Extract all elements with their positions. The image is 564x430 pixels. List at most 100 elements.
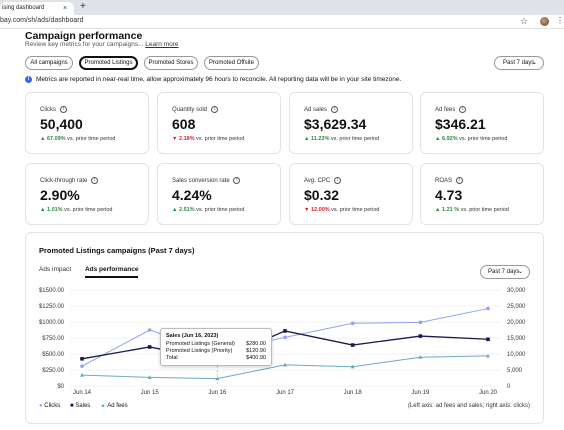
info-icon[interactable]: i (455, 177, 463, 184)
kpi-change: ▼ 2.18% vs. prior time period (172, 136, 245, 142)
y-left-tick-label: $1500.00 (39, 288, 65, 294)
tooltip-title: Sales (Jun 16, 2023) (166, 333, 219, 339)
kpi-value: 4.24% (172, 187, 212, 203)
data-point-clicks (418, 320, 423, 325)
chart-range-dropdown[interactable]: Past 7 days ⌄ (480, 265, 530, 279)
page-title: Campaign performance (25, 30, 143, 42)
tab-ads-impact[interactable]: Ads impact (39, 266, 72, 273)
x-tick-label: Jun 20 (479, 390, 498, 396)
legend-square-icon: ■ (69, 403, 74, 409)
data-point-sales (486, 337, 490, 342)
data-point-ad-fees (215, 376, 220, 381)
y-right-tick-label: 0 (507, 384, 511, 390)
data-point-ad-fees (418, 355, 423, 359)
arrow-up-icon: ▲ (435, 136, 442, 142)
info-icon[interactable]: i (459, 106, 467, 113)
data-point-clicks (350, 321, 355, 326)
chart-card (25, 232, 544, 424)
url-field[interactable]: bay.com/sh/ads/dashboard (0, 17, 84, 24)
kpi-change: ▲ 6.92% vs. prior time period (435, 136, 508, 142)
y-right-tick-label: 25,000 (507, 304, 526, 310)
data-point-sales (350, 343, 355, 347)
chevron-down-icon: ⌄ (517, 269, 523, 275)
data-point-clicks (80, 364, 84, 368)
chevron-down-icon: ⌄ (531, 60, 537, 66)
subtitle-text: Review key metrics for your campaigns... (25, 41, 144, 48)
info-icon[interactable]: i (91, 177, 99, 184)
kpi-label: Ad sales i (304, 106, 338, 113)
kpi-label: Ad fees i (435, 106, 467, 113)
filter-promoted-offsite[interactable]: Promoted Offsite (204, 56, 259, 70)
kpi-label: Click-through rate i (40, 177, 99, 184)
data-point-ad-fees (80, 372, 84, 377)
address-bar: bay.com/sh/ads/dashboard ☆ ⋮ (0, 15, 564, 29)
tooltip-row-value: $120.90 (246, 348, 266, 354)
kpi-value: 608 (172, 116, 196, 132)
info-icon[interactable]: i (330, 106, 338, 113)
kpi-value: 50,400 (40, 116, 83, 132)
chart-section-title: Promoted Listings campaigns (Past 7 days… (39, 246, 195, 255)
data-point-sales (283, 329, 287, 333)
legend-circle-icon: ● (39, 403, 43, 409)
kpi-card: ROAS i 4.73 ▲ 1.21 % vs. prior time period (420, 163, 544, 225)
kpi-label: Quantity sold i (172, 106, 218, 113)
info-icon[interactable]: i (210, 106, 218, 113)
new-tab-button[interactable]: + (80, 1, 86, 12)
x-tick-label: Jun 17 (276, 390, 295, 396)
filter-promoted-listings[interactable]: Promoted Listings (79, 56, 138, 70)
arrow-up-icon: ▲ (304, 136, 311, 142)
tooltip-row-label: Promoted Listings (General) (166, 341, 235, 347)
tab-ads-performance[interactable]: Ads performance (84, 266, 139, 278)
filter-all-campaigns[interactable]: All campaigns (25, 56, 73, 70)
kpi-value: 4.73 (435, 187, 463, 203)
x-tick-label: Jun 16 (208, 390, 227, 396)
legend-clicks[interactable]: ● Clicks (39, 403, 60, 409)
browser-tab[interactable]: ising dashboard × (0, 2, 74, 15)
info-icon[interactable]: i (333, 177, 341, 184)
kpi-change: ▲ 2.51% vs. prior time period (172, 207, 245, 213)
arrow-down-icon: ▼ (304, 207, 311, 213)
data-point-sales (147, 345, 152, 349)
legend-label: Sales (75, 403, 91, 409)
kpi-change: ▲ 1.01% vs. prior time period (40, 207, 113, 213)
kpi-change: ▲ 67.09% vs. prior time period (40, 136, 116, 142)
kpi-label: ROAS i (435, 177, 463, 184)
tooltip-row-label: Promoted Listings (Priority) (166, 348, 233, 354)
tooltip-row: Total $400.90 (166, 355, 266, 362)
y-right-tick-label: 5,000 (507, 368, 523, 374)
notice-banner: i Metrics are reported in near-real time,… (25, 76, 401, 86)
y-right-tick-label: 20,000 (507, 320, 526, 326)
data-point-clicks (486, 306, 490, 311)
legend-ad-fees[interactable]: ▲ Ad fees (100, 403, 128, 409)
x-tick-label: Jun 19 (411, 390, 430, 396)
notice-text: Metrics are reported in near-real time, … (36, 76, 402, 84)
kpi-label: Sales conversion rate i (172, 177, 241, 184)
kpi-card: Quantity sold i 608 ▼ 2.18% vs. prior time… (157, 92, 281, 154)
avatar[interactable] (540, 17, 549, 26)
x-tick-label: Jun 18 (344, 390, 363, 396)
learn-more-link[interactable]: Learn more (145, 41, 179, 48)
arrow-up-icon: ▲ (172, 207, 179, 213)
close-icon[interactable]: × (63, 5, 68, 12)
info-icon[interactable]: i (233, 177, 241, 184)
y-left-tick-label: $0 (57, 384, 64, 390)
menu-kebab-icon[interactable]: ⋮ (556, 16, 564, 25)
info-icon[interactable]: i (59, 106, 67, 113)
tooltip-row: Promoted Listings (General) $280.00 (166, 341, 266, 348)
y-right-tick-label: 30,000 (507, 288, 526, 294)
legend-sales[interactable]: ■ Sales (70, 403, 90, 409)
tooltip-row: Promoted Listings (Priority) $120.90 (166, 348, 266, 355)
kpi-value: $0.32 (304, 187, 340, 203)
tooltip-row-label: Total (166, 355, 178, 361)
bookmark-star-icon[interactable]: ☆ (520, 16, 529, 26)
legend-triangle-icon: ▲ (99, 403, 106, 409)
chart-tabs: Ads impact Ads performance (39, 266, 150, 278)
y-left-tick-label: $1000.00 (39, 320, 65, 326)
kpi-card: Ad fees i $346.21 ▲ 6.92% vs. prior time p… (420, 92, 544, 154)
date-range-dropdown[interactable]: Past 7 days ⌄ (494, 56, 544, 70)
date-range-label: Past 7 days (503, 60, 535, 66)
kpi-card: Click-through rate i 2.90% ▲ 1.01% vs. pri… (25, 163, 149, 225)
data-point-clicks (283, 335, 287, 340)
filter-promoted-stores[interactable]: Promoted Stores (144, 56, 198, 70)
arrow-up-icon: ▲ (40, 136, 47, 142)
